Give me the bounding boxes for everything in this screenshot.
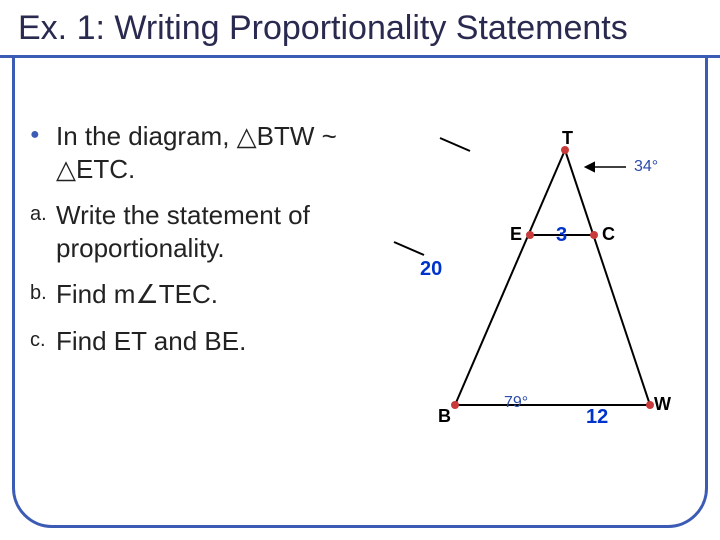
list-text-b: Find m∠TEC.: [56, 278, 218, 311]
intro-text: In the diagram, △BTW ~ △ETC.: [56, 120, 390, 185]
vertex-T: T: [562, 128, 573, 149]
list-label-b: b.: [30, 278, 56, 308]
angle-B-label: 79°: [504, 394, 528, 412]
vertex-E: E: [510, 224, 522, 245]
side-EC-label: 3: [556, 224, 567, 247]
slide-header: Ex. 1: Writing Proportionality Statement…: [0, 0, 720, 58]
list-item: a. Write the statement of proportionalit…: [30, 199, 390, 264]
triangle-diagram: T E C B W 20 3 12 34° 79°: [390, 130, 700, 430]
list-item: c. Find ET and BE.: [30, 325, 390, 358]
vertex-B: B: [438, 406, 451, 427]
side-BW-label: 12: [586, 406, 608, 429]
intro-item: ● In the diagram, △BTW ~ △ETC.: [30, 120, 390, 185]
slide-title: Ex. 1: Writing Proportionality Statement…: [18, 8, 702, 49]
list-item: b. Find m∠TEC.: [30, 278, 390, 311]
vertex-W: W: [654, 394, 671, 415]
side-BT-label: 20: [420, 258, 442, 281]
list-label-c: c.: [30, 325, 56, 355]
angle-T-label: 34°: [634, 158, 658, 176]
text-content: ● In the diagram, △BTW ~ △ETC. a. Write …: [30, 120, 390, 371]
bullet-icon: ●: [30, 120, 56, 150]
list-label-a: a.: [30, 199, 56, 229]
list-text-c: Find ET and BE.: [56, 325, 246, 358]
list-text-a: Write the statement of proportionality.: [56, 199, 390, 264]
vertex-C: C: [602, 224, 615, 245]
